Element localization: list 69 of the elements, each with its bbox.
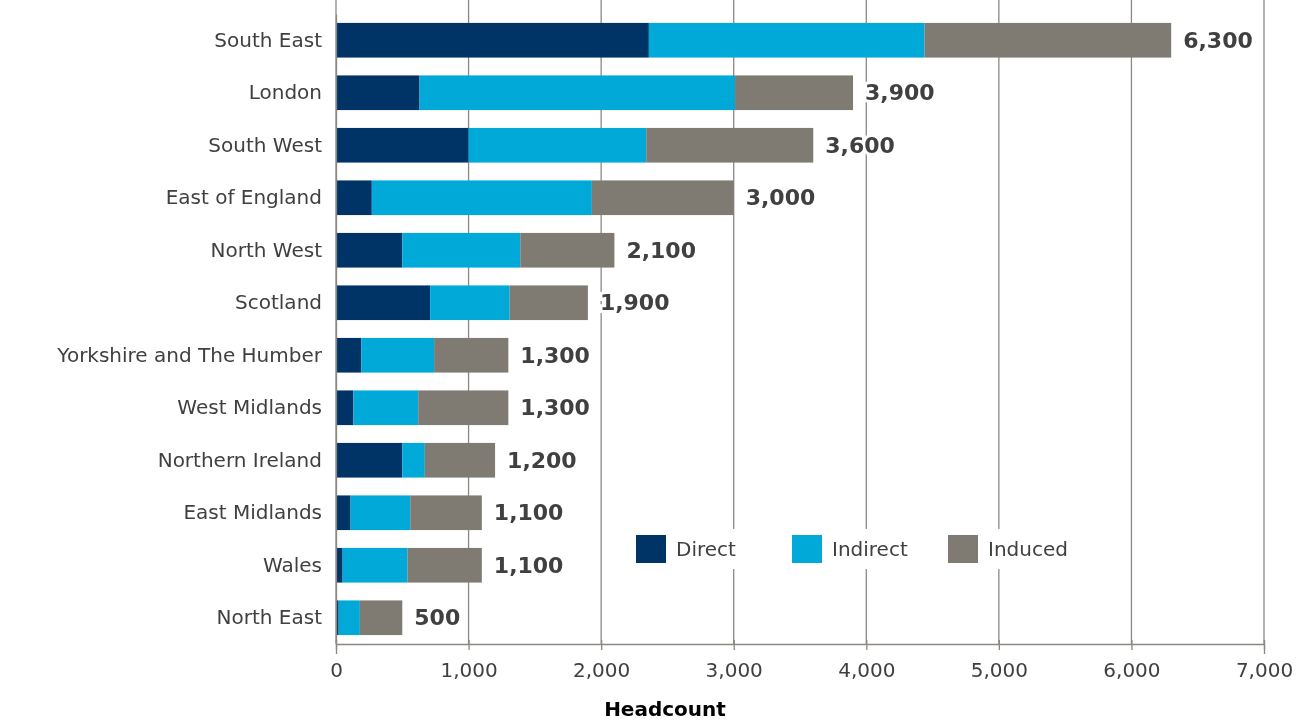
bar: [468, 127, 647, 163]
bar: [430, 285, 510, 321]
y-tick-label: Yorkshire and The Humber: [56, 342, 323, 367]
bar: [419, 75, 736, 111]
total-label: 1,200: [507, 447, 577, 473]
y-tick-label: London: [248, 80, 322, 105]
bar: [336, 547, 343, 583]
bar: [520, 232, 615, 268]
legend-label: Direct: [676, 537, 737, 561]
total-label: 1,300: [520, 342, 590, 368]
total-label: 1,900: [599, 290, 670, 316]
y-tick-label: West Midlands: [177, 395, 322, 420]
x-tick-label: 6,000: [1103, 658, 1161, 682]
x-tick-label: 7,000: [1235, 658, 1294, 682]
bar: [336, 337, 362, 373]
bar: [591, 180, 734, 216]
y-tick-label: Northern Ireland: [157, 447, 322, 472]
x-axis-title: Headcount: [604, 697, 727, 720]
legend-label: Indirect: [832, 537, 908, 561]
bar: [402, 442, 425, 478]
y-tick-label: East of England: [165, 185, 322, 210]
bar: [410, 495, 482, 531]
bar: [350, 495, 411, 531]
bar: [402, 232, 521, 268]
bar: [336, 285, 431, 321]
bar: [342, 547, 408, 583]
x-tick-label: 0: [330, 658, 343, 682]
total-label: 1,100: [493, 500, 564, 526]
x-tick-label: 2,000: [573, 658, 631, 682]
bar: [434, 337, 509, 373]
y-tick-label: East Midlands: [183, 500, 322, 525]
bar: [336, 127, 469, 163]
total-label: 500: [414, 605, 461, 631]
bar: [735, 75, 854, 111]
y-tick-label: South East: [214, 27, 323, 52]
bar: [646, 127, 814, 163]
legend-label: Induced: [988, 537, 1068, 561]
x-tick-label: 1,000: [440, 658, 498, 682]
y-tick-label: Scotland: [235, 290, 322, 315]
total-label: 6,300: [1183, 27, 1253, 53]
y-tick-label: North West: [210, 237, 323, 262]
bar: [336, 390, 354, 426]
bar: [359, 600, 403, 636]
total-label: 1,100: [493, 552, 564, 578]
bar: [424, 442, 496, 478]
bar: [371, 180, 592, 216]
bar: [336, 232, 403, 268]
y-tick-label: South West: [208, 132, 323, 157]
x-tick-label: 5,000: [970, 658, 1028, 682]
total-label: 2,100: [626, 237, 696, 263]
y-tick-label: Wales: [262, 552, 322, 577]
bar: [924, 22, 1172, 58]
bar: [336, 495, 351, 531]
bar: [509, 285, 588, 321]
x-tick-label: 4,000: [838, 658, 896, 682]
bar: [648, 22, 925, 58]
total-label: 1,300: [520, 395, 590, 421]
x-tick-label: 3,000: [705, 658, 763, 682]
bar: [336, 22, 649, 58]
bar: [361, 337, 435, 373]
bar: [336, 442, 403, 478]
bar: [353, 390, 419, 426]
bar: [338, 600, 360, 636]
y-tick-label: North East: [216, 605, 323, 630]
bar: [418, 390, 509, 426]
bar: [336, 180, 372, 216]
total-label: 3,000: [745, 185, 816, 211]
bar: [336, 75, 420, 111]
bar: [407, 547, 482, 583]
